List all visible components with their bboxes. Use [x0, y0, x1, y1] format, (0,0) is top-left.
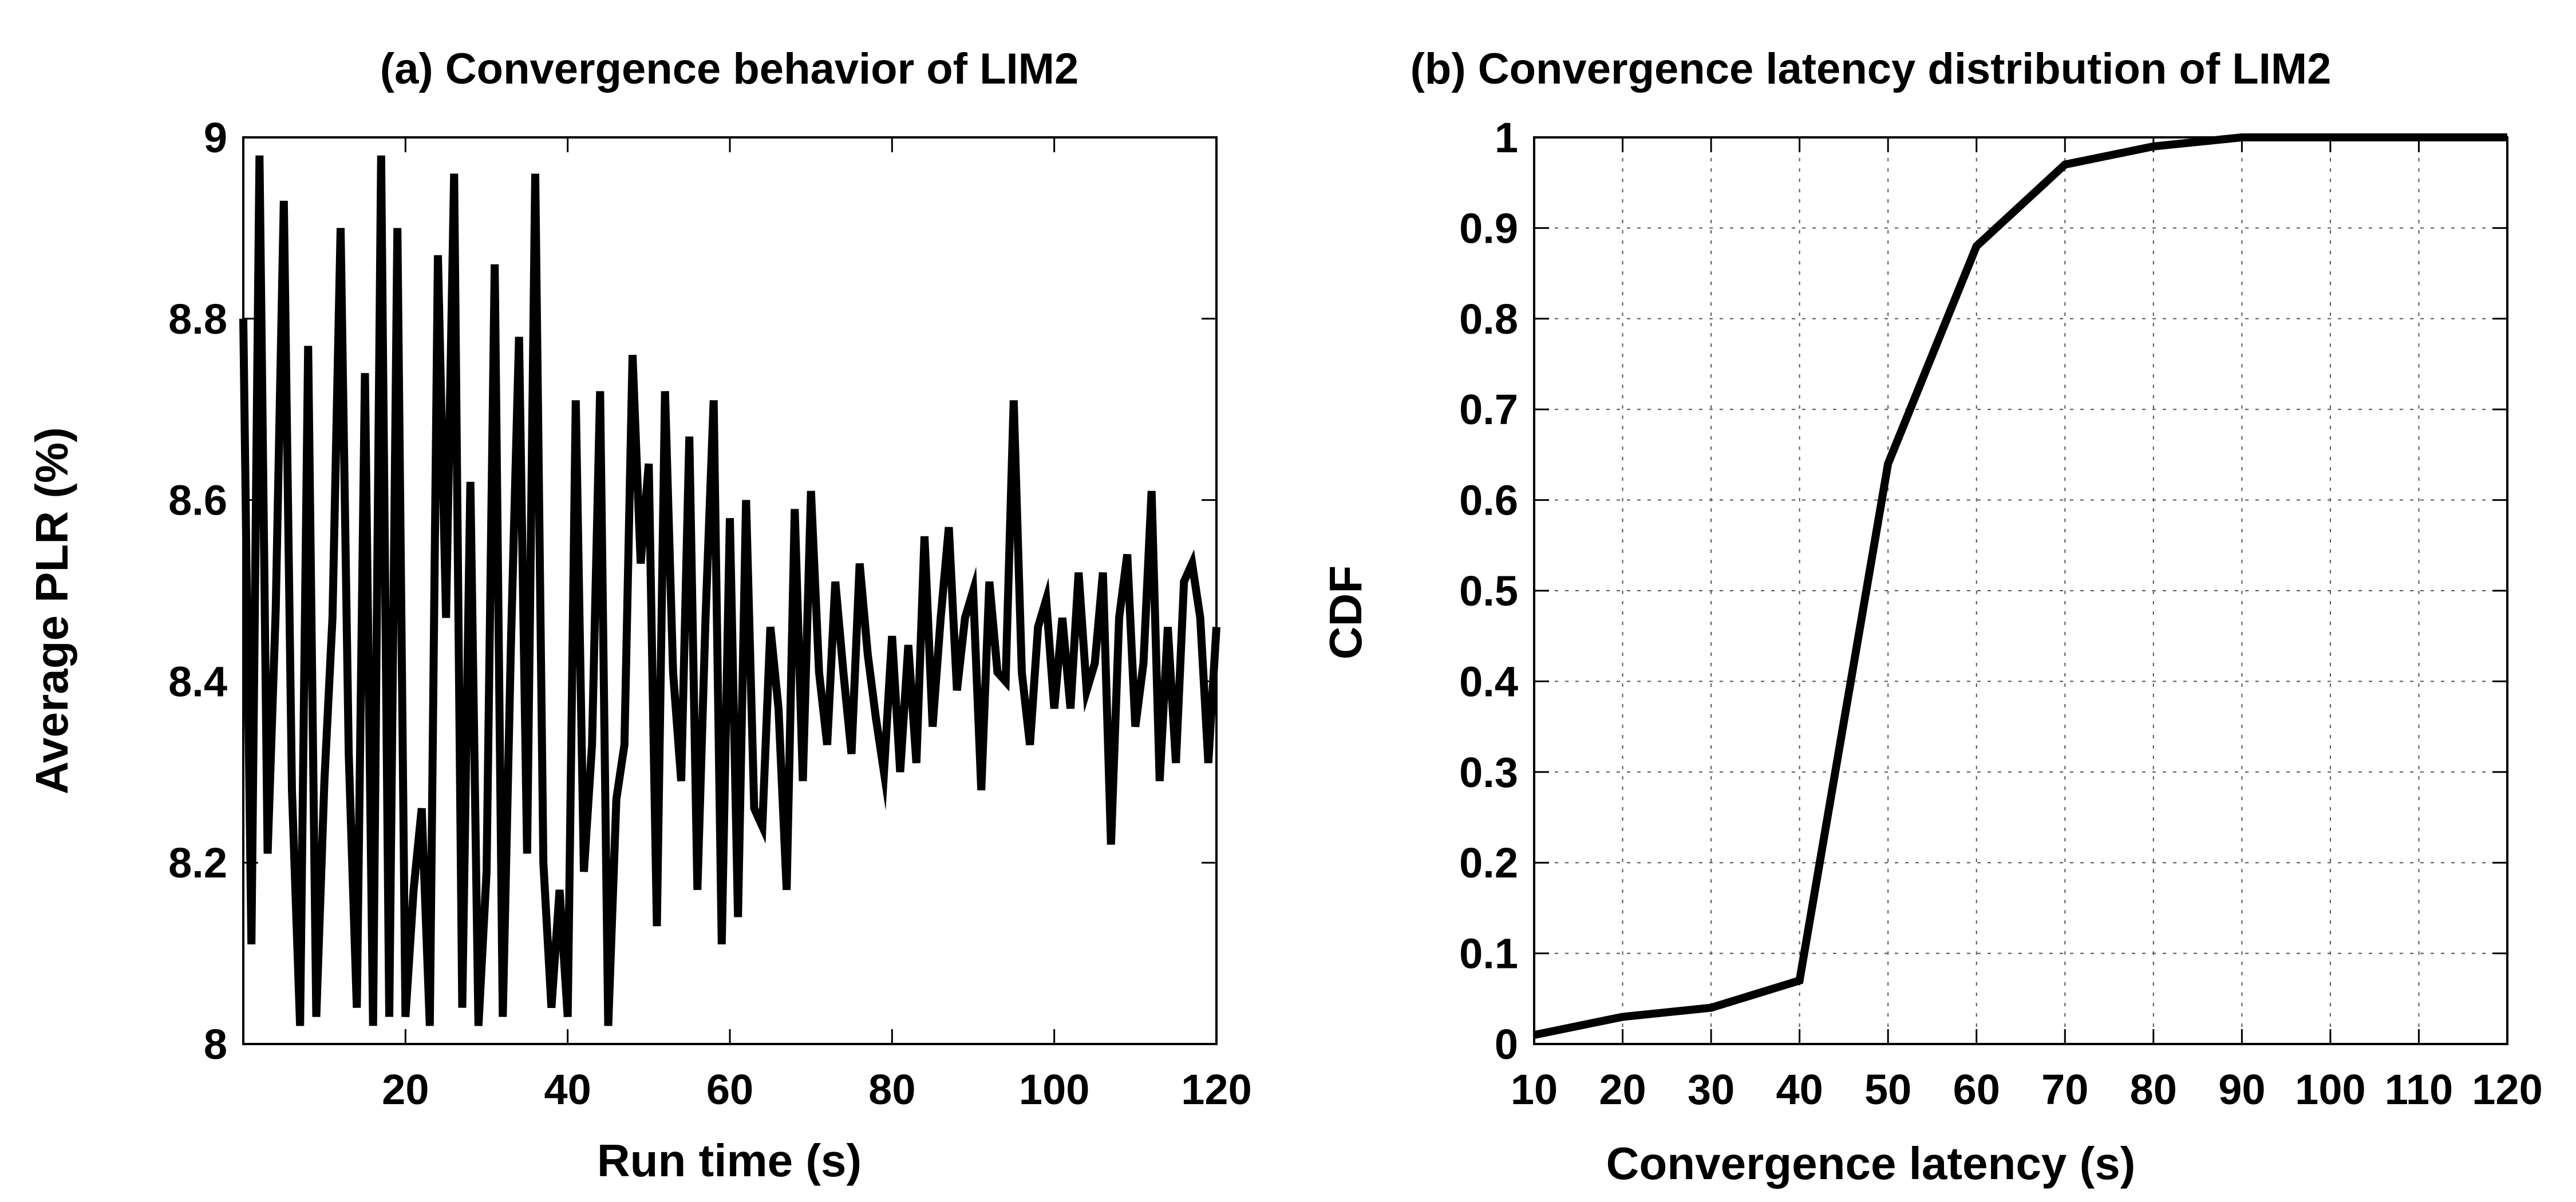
- panel-a-x-tick-label: 120: [1181, 1066, 1251, 1113]
- panel-a-y-tick-label: 8: [204, 1021, 227, 1068]
- panel-b-x-tick-label: 120: [2472, 1066, 2542, 1113]
- panel-a-convergence-behavior: (a) Convergence behavior of LIM2 Average…: [26, 45, 1252, 1186]
- panel-a-x-tick-label: 80: [868, 1066, 915, 1113]
- panel-b-x-tick-label: 30: [1688, 1066, 1735, 1113]
- panel-b-y-tick-label: 0.9: [1459, 204, 1518, 252]
- panel-a-x-tick-label: 60: [706, 1066, 753, 1113]
- panel-a-y-tick-label: 8.2: [168, 839, 227, 887]
- panel-b-x-tick-label: 80: [2130, 1066, 2177, 1113]
- panel-b-y-tick-label: 0.1: [1459, 930, 1518, 978]
- panel-b-y-tick-label: 0.8: [1459, 295, 1518, 343]
- panel-a-y-tick-label: 8.8: [168, 295, 227, 343]
- panel-a-x-tick-label: 20: [382, 1066, 429, 1113]
- panel-b-y-tick-label: 1: [1495, 114, 1518, 161]
- panel-a-plot-frame: [242, 136, 1218, 1045]
- panel-b-y-axis-label: CDF: [1320, 566, 1371, 659]
- panel-a-x-tick-label: 40: [544, 1066, 591, 1113]
- panel-a-title: (a) Convergence behavior of LIM2: [380, 45, 1078, 93]
- panel-b-latency-distribution: (b) Convergence latency distribution of …: [1320, 45, 2543, 1189]
- panel-b-x-tick-label: 110: [2385, 1066, 2453, 1113]
- panel-b-x-tick-label: 40: [1776, 1066, 1823, 1113]
- panel-b-series: [1533, 133, 2507, 1039]
- panel-b-x-tick-label: 70: [2041, 1066, 2088, 1113]
- panel-b-x-axis-label: Convergence latency (s): [1606, 1138, 2136, 1189]
- panel-a-x-tick-label: 100: [1019, 1066, 1089, 1113]
- panel-b-y-tick-label: 0.7: [1459, 386, 1518, 433]
- panel-b-x-tick-label: 60: [1953, 1066, 2000, 1113]
- panel-b-x-tick-label: 90: [2218, 1066, 2265, 1113]
- panel-a-series: [239, 155, 1220, 1026]
- panel-b-y-tick-label: 0.2: [1459, 839, 1518, 887]
- panel-b-y-tick-label: 0: [1495, 1021, 1518, 1068]
- panel-b-y-tick-label: 0.6: [1459, 477, 1518, 524]
- panel-b-grid: [1534, 137, 2507, 1044]
- panel-a-y-tick-label: 9: [204, 114, 227, 161]
- panel-a-series-line: [239, 155, 1220, 1026]
- panel-b-x-tick-label: 10: [1511, 1066, 1558, 1113]
- panel-a-y-axis-label: Average PLR (%): [26, 427, 77, 794]
- panel-a-y-tick-label: 8.6: [168, 477, 227, 524]
- panel-a-y-tick-label: 8.4: [168, 658, 227, 705]
- panel-a-ticks: 8 8.2 8.4 8.6 8.8 9 20 40 60 80 100 120: [168, 114, 1252, 1113]
- panel-b-y-tick-label: 0.3: [1459, 749, 1518, 796]
- panel-b-x-tick-label: 50: [1864, 1066, 1911, 1113]
- panel-b-title: (b) Convergence latency distribution of …: [1411, 45, 2332, 93]
- panel-b-x-tick-label: 20: [1599, 1066, 1646, 1113]
- panel-b-y-tick-label: 0.5: [1459, 567, 1518, 615]
- panel-b-series-line: [1533, 133, 2507, 1039]
- panel-a-x-axis-label: Run time (s): [597, 1135, 862, 1186]
- panel-b-y-tick-label: 0.4: [1459, 658, 1518, 705]
- panel-b-plot-frame: [1533, 136, 2508, 1045]
- panel-b-x-tick-label: 100: [2295, 1066, 2365, 1113]
